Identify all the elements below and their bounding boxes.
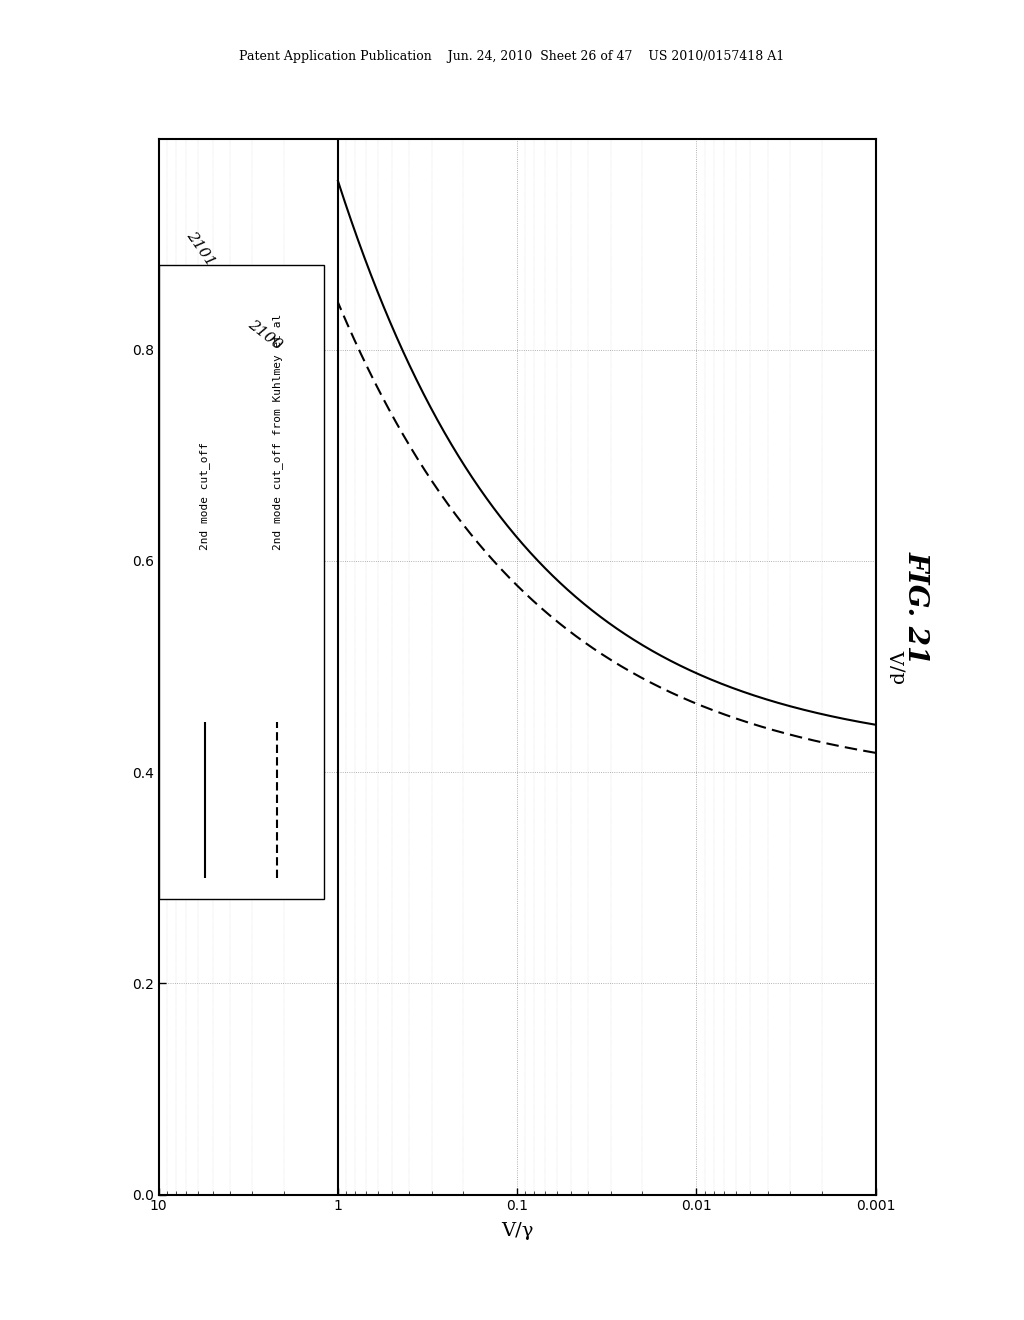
Text: FIG. 21: FIG. 21 xyxy=(903,550,930,664)
Text: 2100: 2100 xyxy=(245,318,284,352)
Text: 2nd mode cut_off: 2nd mode cut_off xyxy=(200,442,210,550)
Text: 2nd mode cut_off from Kuhlmey et al: 2nd mode cut_off from Kuhlmey et al xyxy=(272,314,283,550)
Y-axis label: d/Λ: d/Λ xyxy=(890,649,907,684)
Text: Patent Application Publication    Jun. 24, 2010  Sheet 26 of 47    US 2010/01574: Patent Application Publication Jun. 24, … xyxy=(240,50,784,63)
Bar xyxy=(159,265,324,899)
X-axis label: V/γ: V/γ xyxy=(501,1222,534,1239)
Text: 2101: 2101 xyxy=(184,228,218,268)
